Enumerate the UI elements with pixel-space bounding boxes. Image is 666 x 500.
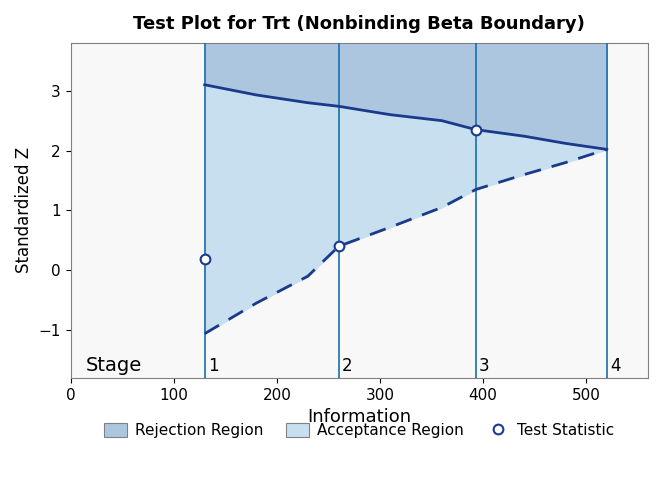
Text: 4: 4 <box>610 357 620 375</box>
Text: 2: 2 <box>342 357 352 375</box>
Y-axis label: Standardized Z: Standardized Z <box>15 148 33 274</box>
Text: 1: 1 <box>208 357 218 375</box>
Text: Stage: Stage <box>86 356 143 375</box>
Text: 3: 3 <box>479 357 490 375</box>
Title: Test Plot for Trt (Nonbinding Beta Boundary): Test Plot for Trt (Nonbinding Beta Bound… <box>133 15 585 33</box>
X-axis label: Information: Information <box>307 408 412 426</box>
Legend: Rejection Region, Acceptance Region, Test Statistic: Rejection Region, Acceptance Region, Tes… <box>99 416 621 444</box>
